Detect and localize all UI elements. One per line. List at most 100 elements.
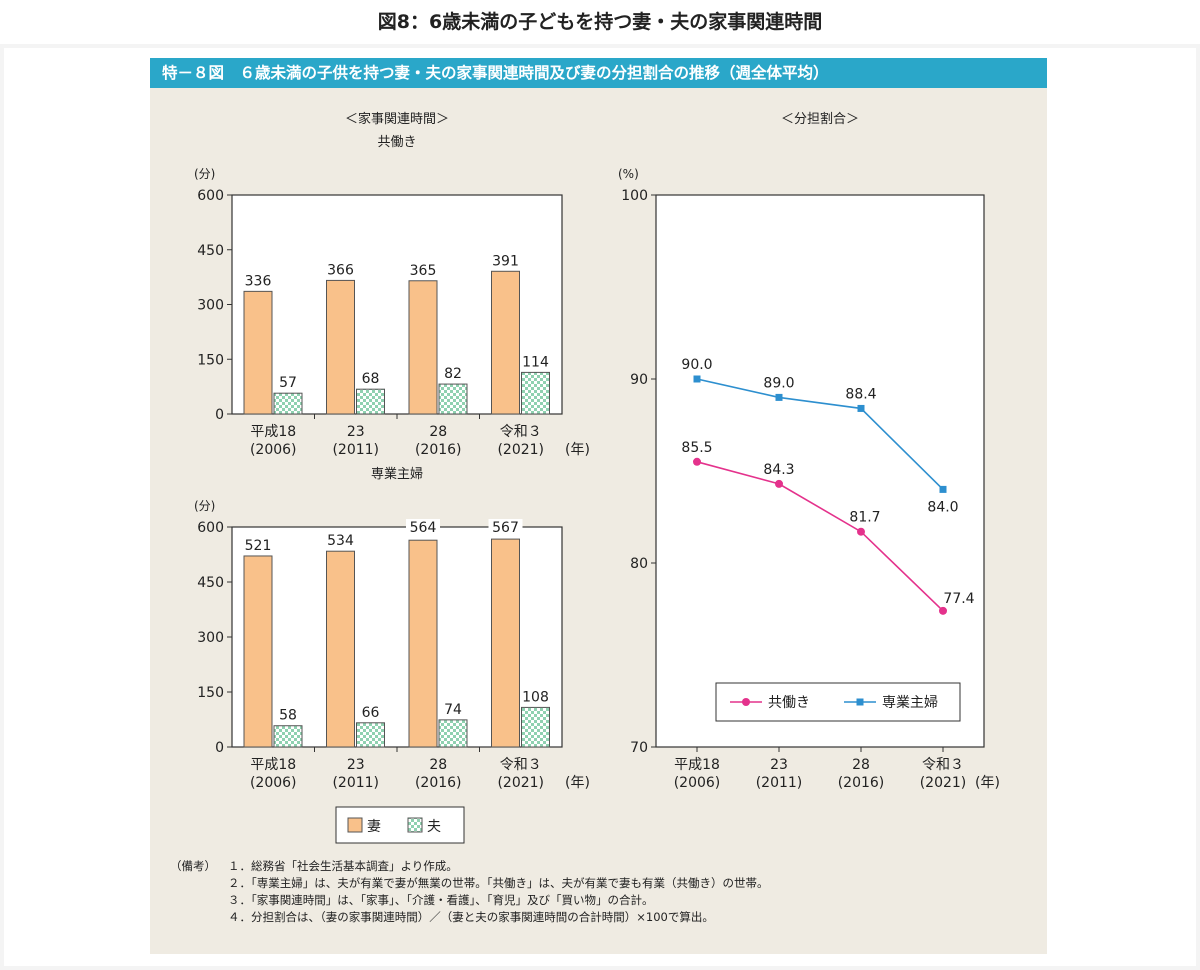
right-section-title: ＜分担割合＞ [781,111,859,127]
note-1: １．総務省「社会生活基本調査」より作成。 [228,859,458,873]
x-tick-label: (2006) [250,775,297,791]
label-bg [488,519,523,535]
figure-header: 特－８図 ６歳未満の子供を持つ妻・夫の家事関連時間及び妻の分担割合の推移（週全体… [150,58,1047,88]
bar-wife [408,539,438,748]
data-label-wife: 365 [410,263,437,279]
legend-label-husband: 夫 [427,819,441,835]
chart-share-line: (%) 70 80 90 100 平成18 (2006) 23 (2011) 28 (2016) 令和… [618,167,1000,791]
data-label-wife: 534 [327,533,354,549]
y-unit-label: (%) [618,167,639,181]
bar-wife [243,555,273,748]
x-tick-label: 23 [347,757,365,773]
note-3: ３．「家事関連時間」は、「家事」、「介護・看護」、「育児」及び「買い物」の合計。 [228,893,654,907]
legend-marker-sengyo [856,698,864,706]
data-label-husband: 66 [362,705,380,721]
data-label-husband: 108 [522,689,549,705]
data-label: 84.0 [927,499,958,515]
y-tick-label: 0 [215,407,224,423]
series-line [696,461,944,612]
x-unit-label: (年) [565,775,590,791]
legend-label-sengyo: 専業主婦 [882,694,938,711]
chart-tomobataraki-bar: 共働き (分) 0 150 300 450 600 336 57 平成18 (2006) 366 68 2… [194,135,590,458]
x-tick-label: (2011) [332,775,379,791]
notes-head: （備考） [170,859,216,873]
note-2: ２．「専業主婦」は、夫が有業で妻が無業の世帯。「共働き」は、夫が有業で妻も有業（… [228,876,769,890]
page-title: 図8：6歳未満の子どもを持つ妻・夫の家事関連時間 [0,0,1200,44]
notes: （備考） １．総務省「社会生活基本調査」より作成。 ２．「専業主婦」は、夫が有業… [170,858,1040,926]
legend-swatch-husband [407,817,423,833]
bar-husband [438,383,468,415]
y-tick-label: 0 [215,740,224,756]
data-label-husband: 57 [279,375,297,391]
legend-label-tomobataraki: 共働き [768,695,810,711]
x-tick-label: (2006) [674,775,721,791]
bar-husband [356,722,385,748]
data-label-husband: 82 [444,366,462,382]
label-bg [406,519,440,535]
data-label: 81.7 [849,510,880,526]
y-tick-label: 100 [621,188,648,204]
data-point [939,485,947,493]
y-tick-label: 450 [197,575,224,591]
y-tick-label: 150 [197,352,224,368]
data-label: 85.5 [681,440,712,456]
x-tick-label: 平成18 [250,424,296,440]
data-label: 90.0 [681,357,712,373]
x-tick-label: 令和３ [500,757,542,773]
chart-sengyo-bar: 専業主婦 (分) 0 150 300 450 600 521 58 平成18 (2006) 534 66… [194,466,590,844]
x-unit-label: (年) [975,775,1000,791]
data-point [775,479,783,488]
data-label-husband: 58 [279,708,297,724]
y-unit-label: (分) [194,167,215,181]
x-tick-label: (2006) [250,442,297,458]
y-unit-label: (分) [194,499,215,513]
y-tick-label: 80 [630,556,648,572]
y-tick-label: 150 [197,685,224,701]
bar-husband [356,388,385,415]
series-line [696,378,944,490]
data-label-wife: 391 [492,253,519,269]
chart-title: 専業主婦 [371,466,423,482]
x-tick-label: 平成18 [674,757,720,773]
x-tick-label: (2011) [756,775,803,791]
x-tick-label: 平成18 [250,757,296,773]
data-point [693,375,701,383]
bar-husband [273,725,303,748]
y-tick-label: 300 [197,298,224,314]
x-tick-label: (2021) [497,775,544,791]
data-label: 88.4 [845,386,876,402]
legend-marker-tomobataraki [742,698,750,706]
bar-husband [521,371,550,415]
x-tick-label: (2016) [838,775,885,791]
x-tick-label: 23 [770,757,788,773]
x-unit-label: (年) [565,442,590,458]
x-tick-label: 28 [852,757,870,773]
y-tick-label: 70 [630,740,648,756]
note-row-2: ２．「専業主婦」は、夫が有業で妻が無業の世帯。「共働き」は、夫が有業で妻も有業（… [170,875,1040,892]
bar-wife [491,538,520,748]
data-label: 89.0 [763,375,794,391]
note-row-4: ４．分担割合は、（妻の家事関連時間）／（妻と夫の家事関連時間の合計時間）×100… [170,909,1040,926]
y-tick-label: 300 [197,630,224,646]
y-tick-label: 600 [197,520,224,536]
note-4: ４．分担割合は、（妻の家事関連時間）／（妻と夫の家事関連時間の合計時間）×100… [228,910,714,924]
data-point [857,404,865,412]
x-tick-label: (2011) [332,442,379,458]
legend-label-wife: 妻 [367,819,381,835]
x-tick-label: (2016) [415,775,462,791]
data-point [775,393,783,401]
x-tick-label: 28 [429,757,447,773]
data-label: 77.4 [943,591,974,607]
x-tick-label: 令和３ [922,757,964,773]
data-label-husband: 68 [362,371,380,387]
data-label: 84.3 [763,462,794,478]
bar-wife [326,550,355,748]
x-tick-label: 23 [347,424,365,440]
legend-swatch-wife [347,817,363,833]
note-row-1: （備考） １．総務省「社会生活基本調査」より作成。 [170,858,1040,875]
data-label-husband: 74 [444,702,462,718]
data-point [693,457,701,466]
bar-wife [326,279,355,415]
y-tick-label: 600 [197,188,224,204]
